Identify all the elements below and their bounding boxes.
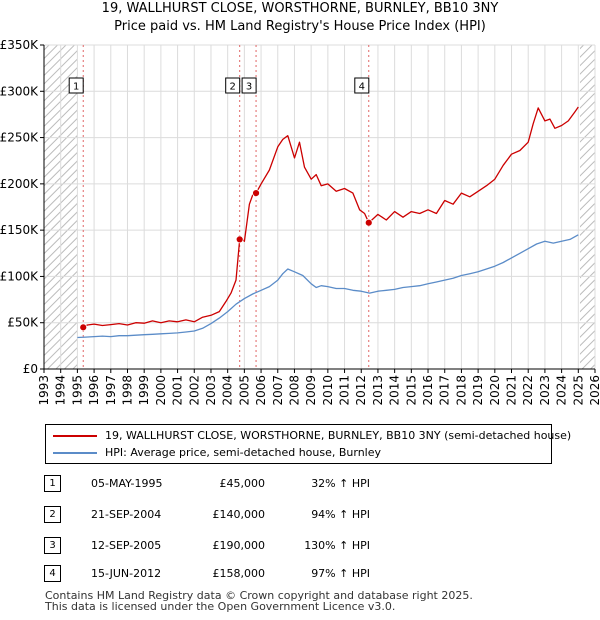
- x-tick-label: 2025: [571, 375, 585, 406]
- sale-label-box: [225, 77, 241, 94]
- sale-hpi-change: 130% ↑ HPI: [304, 539, 370, 552]
- x-tick-label: 1995: [70, 375, 84, 406]
- x-tick-label: 2011: [338, 375, 352, 406]
- footer-copyright: Contains HM Land Registry data © Crown c…: [45, 589, 473, 602]
- legend: 19, WALLHURST CLOSE, WORSTHORNE, BURNLEY…: [45, 424, 571, 464]
- sale-hpi-change: 94% ↑ HPI: [311, 508, 370, 521]
- x-tick-label: 2026: [588, 375, 600, 406]
- x-tick-label: 2017: [438, 375, 452, 406]
- sale-row: 4 15-JUN-2012 £158,000 97% ↑ HPI: [0, 564, 600, 584]
- legend-swatch-property: [53, 435, 97, 437]
- x-tick-label: 2020: [488, 375, 502, 406]
- y-tick-label: £300K: [0, 84, 39, 98]
- property-price-line: [82, 106, 579, 328]
- sale-number-badge: 2: [44, 506, 61, 523]
- footer-license: This data is licensed under the Open Gov…: [45, 600, 396, 613]
- y-tick-label: £350K: [0, 38, 39, 52]
- x-tick-label: 2002: [187, 375, 201, 406]
- sale-row: 1 05-MAY-1995 £45,000 32% ↑ HPI: [0, 474, 600, 494]
- y-tick-label: £200K: [0, 177, 39, 191]
- sale-label-box: [354, 77, 370, 94]
- x-tick-label: 1993: [37, 375, 51, 406]
- hatched-region: [579, 45, 595, 369]
- legend-label-property: 19, WALLHURST CLOSE, WORSTHORNE, BURNLEY…: [105, 429, 572, 442]
- y-tick-label: £150K: [0, 223, 39, 237]
- sale-label-box: [68, 77, 84, 94]
- y-tick-label: £250K: [0, 131, 39, 145]
- x-tick-label: 1999: [137, 375, 151, 406]
- sale-date: 15-JUN-2012: [91, 567, 162, 580]
- y-tick-label: £100K: [0, 269, 39, 283]
- chart-title: 19, WALLHURST CLOSE, WORSTHORNE, BURNLEY…: [101, 1, 499, 16]
- plot-area: [44, 45, 595, 369]
- x-tick-label: 1996: [87, 375, 101, 406]
- sale-hpi-change: 32% ↑ HPI: [311, 477, 370, 490]
- x-tick-label: 1998: [120, 375, 134, 406]
- x-tick-label: 2010: [321, 375, 335, 406]
- x-tick-label: 2009: [304, 375, 318, 406]
- sale-label-text: 1: [73, 82, 79, 93]
- x-tick-label: 2019: [471, 375, 485, 406]
- sale-number-badge: 1: [44, 475, 61, 492]
- sale-point: [235, 235, 244, 244]
- x-tick-label: 1997: [104, 375, 118, 406]
- x-tick-label: 2022: [521, 375, 535, 406]
- x-tick-label: 2018: [454, 375, 468, 406]
- sale-hpi-change: 97% ↑ HPI: [311, 567, 370, 580]
- sale-price: £158,000: [212, 567, 266, 580]
- sale-date: 12-SEP-2005: [91, 539, 162, 552]
- sale-date: 21-SEP-2004: [91, 508, 162, 521]
- x-tick-label: 2006: [254, 375, 268, 406]
- sale-label-text: 4: [359, 82, 365, 93]
- y-tick-label: £50K: [7, 316, 39, 330]
- x-tick-label: 2005: [237, 375, 251, 406]
- sale-price: £140,000: [212, 508, 266, 521]
- legend-label-hpi: HPI: Average price, semi-detached house,…: [105, 446, 382, 459]
- x-tick-label: 2023: [538, 375, 552, 406]
- x-tick-label: 2001: [171, 375, 185, 406]
- sale-number-badge: 4: [44, 565, 61, 582]
- x-tick-label: 2008: [287, 375, 301, 406]
- x-tick-label: 2003: [204, 375, 218, 406]
- x-tick-label: 1994: [54, 375, 68, 406]
- sale-row: 2 21-SEP-2004 £140,000 94% ↑ HPI: [0, 505, 600, 525]
- x-tick-label: 2024: [555, 375, 569, 406]
- sale-price: £190,000: [212, 539, 266, 552]
- x-tick-label: 2013: [371, 375, 385, 406]
- y-tick-label: £0: [23, 362, 38, 376]
- sale-point: [252, 189, 260, 198]
- x-tick-label: 2012: [354, 375, 368, 406]
- x-tick-label: 2015: [404, 375, 418, 406]
- x-tick-label: 2016: [421, 375, 435, 406]
- price-chart: 1 2 3 4 £0 £50K £100K £150K £200K £250K £300K £350K…: [0, 38, 600, 406]
- footer: Contains HM Land Registry data © Crown c…: [45, 590, 473, 612]
- x-tick-label: 2004: [221, 375, 235, 406]
- sale-label-text: 3: [246, 82, 252, 93]
- chart-subtitle: Price paid vs. HM Land Registry's House …: [114, 19, 486, 34]
- sale-row: 3 12-SEP-2005 £190,000 130% ↑ HPI: [0, 536, 600, 556]
- sale-date: 05-MAY-1995: [91, 477, 163, 490]
- hpi-line: [77, 234, 579, 339]
- x-tick-label: 2021: [505, 375, 519, 406]
- sale-point: [79, 323, 88, 332]
- sale-label-text: 2: [230, 82, 236, 93]
- x-tick-label: 2007: [271, 375, 285, 406]
- sale-point: [364, 218, 373, 227]
- sale-price: £45,000: [219, 477, 266, 490]
- x-tick-label: 2014: [388, 375, 402, 406]
- sale-label-box: [241, 77, 257, 94]
- sale-number-badge: 3: [44, 537, 61, 554]
- legend-swatch-hpi: [53, 452, 97, 454]
- x-tick-label: 2000: [154, 375, 168, 406]
